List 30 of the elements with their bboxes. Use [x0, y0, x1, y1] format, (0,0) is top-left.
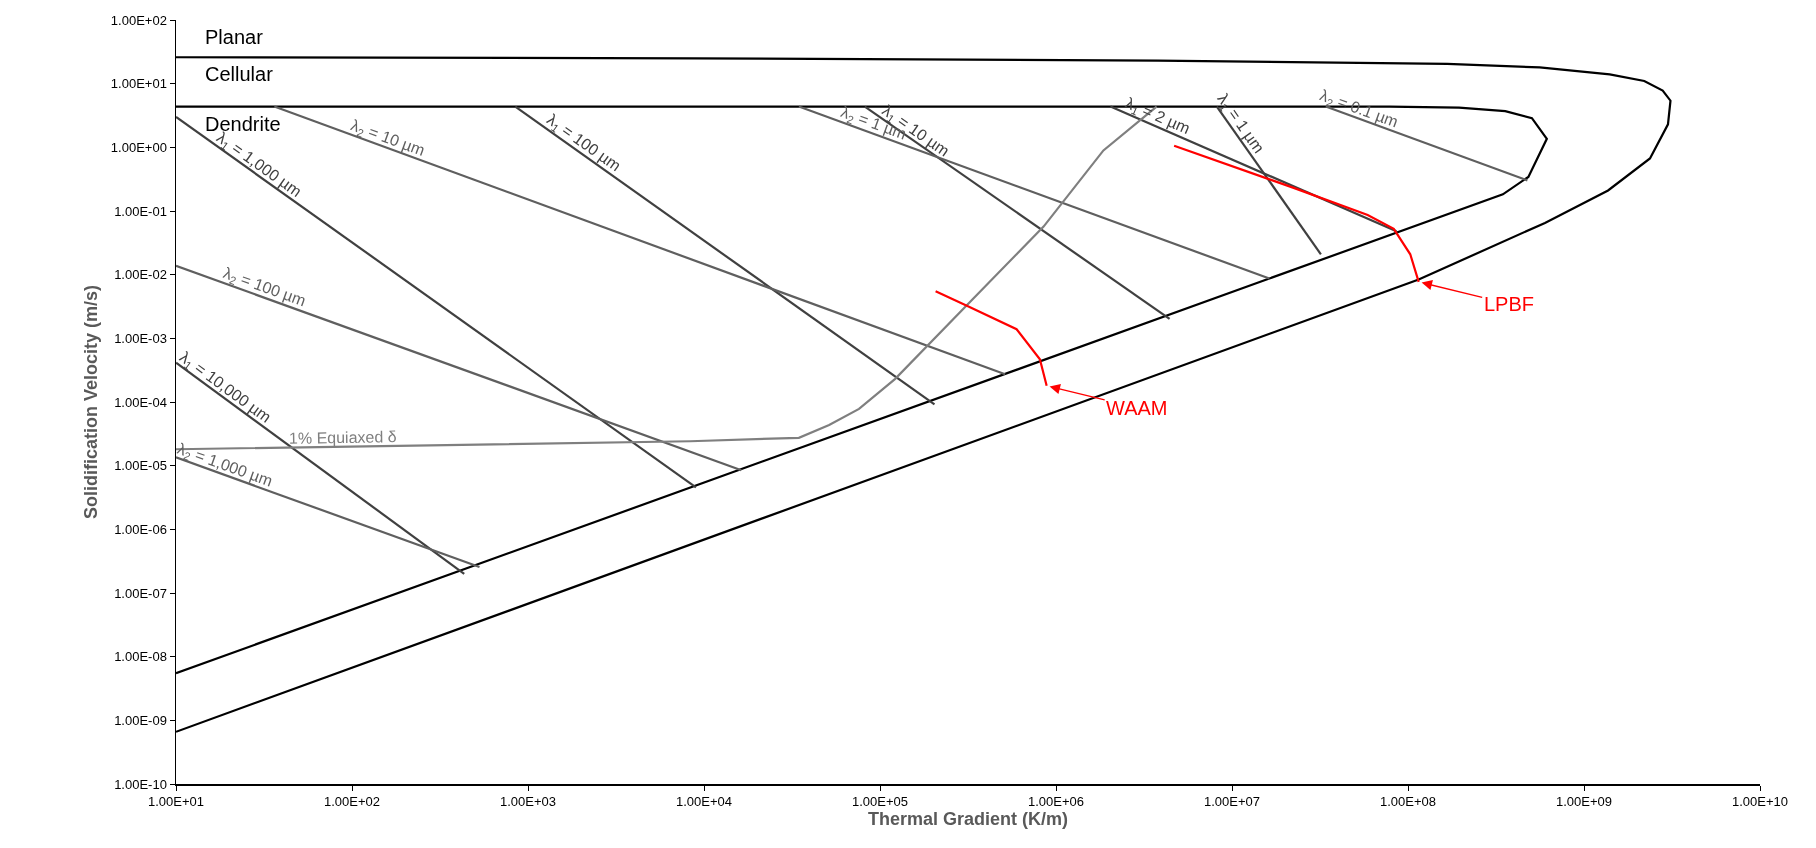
x-tick-label: 1.00E+10	[1731, 794, 1789, 810]
y-tick-label: 1.00E-08	[114, 649, 167, 665]
x-tick-label: 1.00E+08	[1379, 794, 1437, 810]
x-tick-label: 1.00E+07	[1203, 794, 1261, 810]
y-tick-label: 1.00E-03	[114, 330, 167, 346]
x-tick-label: 1.00E+06	[1027, 794, 1085, 810]
y-tick-label: 1.00E-09	[114, 712, 167, 728]
x-tick-label: 1.00E+04	[675, 794, 733, 810]
y-tick-label: 1.00E+02	[110, 12, 167, 28]
y-tick-label: 1.00E-07	[114, 585, 167, 601]
x-tick-label: 1.00E+03	[499, 794, 557, 810]
x-tick-label: 1.00E+02	[323, 794, 381, 810]
annotation: Planar	[205, 26, 264, 48]
y-tick-label: 1.00E-06	[114, 521, 167, 537]
x-tick-label: 1.00E+09	[1555, 794, 1613, 810]
y-tick-label: 1.00E+00	[110, 139, 167, 155]
x-tick-label: 1.00E+05	[851, 794, 909, 810]
annotation: WAAM	[1106, 397, 1168, 419]
annotation: Cellular	[205, 63, 274, 85]
y-axis-title: Solidification Velocity (m/s)	[81, 284, 102, 520]
annotation: LPBF	[1484, 293, 1535, 315]
series-label: 1% Equiaxed δ	[288, 428, 397, 447]
x-axis-title: Thermal Gradient (K/m)	[867, 809, 1069, 830]
y-tick-label: 1.00E-02	[114, 267, 167, 283]
y-tick-label: 1.00E-01	[114, 203, 167, 219]
x-tick-label: 1.00E+01	[147, 794, 205, 810]
y-tick-label: 1.00E-04	[114, 394, 167, 410]
y-tick-label: 1.00E-05	[114, 458, 167, 474]
y-tick-label: 1.00E+01	[110, 76, 167, 92]
y-tick-label: 1.00E-10	[114, 776, 167, 792]
